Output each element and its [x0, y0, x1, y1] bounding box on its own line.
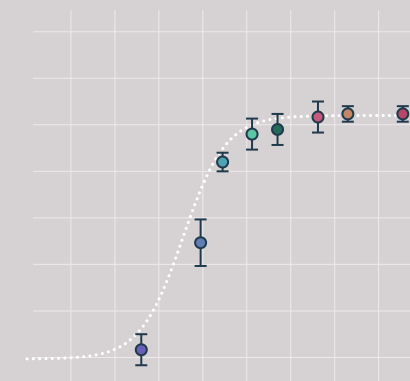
- point-marker-4: [245, 127, 259, 141]
- fitted-curve: [25, 113, 407, 361]
- point-marker-7: [341, 107, 355, 121]
- data-point-8: [396, 105, 410, 123]
- data-point-6: [311, 100, 325, 134]
- data-point-4: [245, 117, 259, 151]
- data-points: [134, 100, 410, 367]
- grid: [33, 10, 410, 381]
- data-point-3: [216, 151, 230, 173]
- point-marker-2: [194, 236, 208, 250]
- point-marker-1: [134, 343, 148, 357]
- point-marker-8: [396, 107, 410, 121]
- point-marker-5: [271, 122, 285, 136]
- point-marker-6: [311, 110, 325, 124]
- data-point-1: [134, 333, 148, 367]
- data-point-2: [194, 218, 208, 267]
- data-point-5: [271, 112, 285, 146]
- point-marker-3: [216, 155, 230, 169]
- data-point-7: [341, 105, 355, 123]
